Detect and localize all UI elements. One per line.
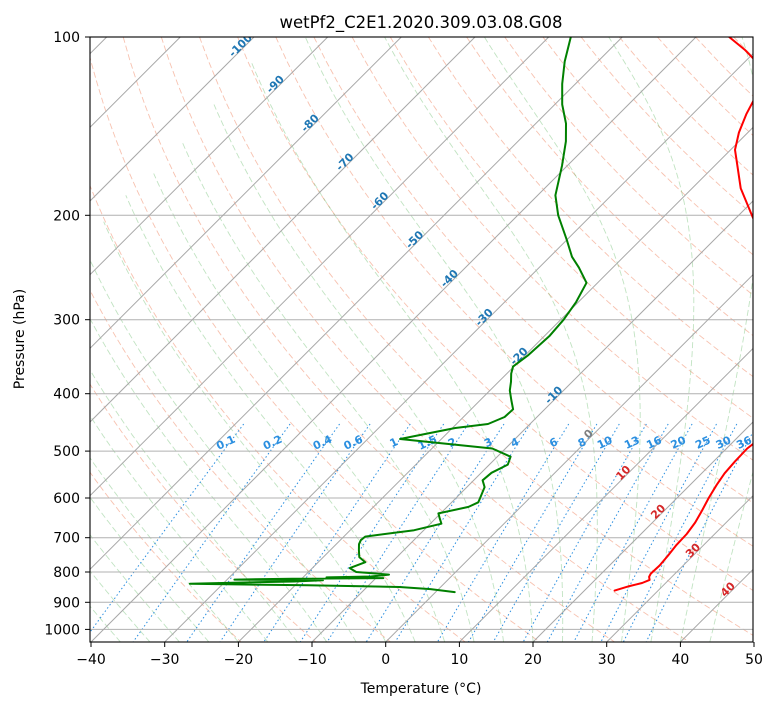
x-tick-label: 50 — [745, 652, 763, 668]
moist-adiabat — [90, 457, 239, 642]
dry-adiabat — [313, 37, 753, 504]
mixing-ratio-label: 16 — [644, 433, 664, 451]
mixing-ratio-line — [546, 423, 669, 642]
x-axis: −40 −30 −20 −10 0 10 20 30 40 50 — [76, 642, 763, 668]
y-tick-label: 900 — [53, 595, 80, 611]
moist-adiabat — [384, 37, 598, 642]
dry-adiabat — [504, 37, 753, 296]
y-tick-label: 500 — [53, 444, 80, 460]
moist-adiabat — [679, 37, 753, 642]
isotherm-gridline — [90, 37, 697, 642]
mixing-ratio-line — [186, 423, 341, 642]
y-tick-label: 400 — [53, 387, 80, 403]
mixing-ratio-line — [365, 423, 505, 642]
moist-adiabat — [304, 37, 564, 642]
x-tick-label: −10 — [297, 652, 327, 668]
isotherm-gridline — [311, 200, 753, 642]
dewpoint-profile — [188, 37, 588, 594]
y-tick-label: 800 — [53, 565, 80, 581]
isotherm-gridline — [238, 126, 753, 642]
moist-adiabat — [90, 570, 151, 642]
moist-adiabat — [90, 258, 357, 642]
moist-adiabat — [250, 61, 534, 642]
moist-adiabat — [90, 317, 328, 642]
x-tick-label: 20 — [524, 652, 542, 668]
isotherm-gridline — [90, 37, 329, 276]
x-tick-label: 40 — [671, 652, 689, 668]
pressure-gridlines — [90, 37, 753, 630]
dry-adiabat — [90, 55, 541, 642]
y-tick-label: 100 — [53, 30, 80, 46]
moist-adiabat — [90, 605, 121, 642]
mixing-ratio-line — [492, 423, 620, 642]
plot-frame — [89, 36, 754, 643]
x-tick-label: 10 — [450, 652, 468, 668]
moist-adiabat — [90, 369, 298, 642]
mixing-ratio-line — [437, 423, 570, 642]
mixing-ratio-label: 20 — [669, 433, 689, 451]
temperature-profile — [613, 37, 753, 592]
y-tick-label: 1000 — [44, 622, 80, 638]
dry-adiabat — [90, 289, 391, 642]
isotherm-gridline — [90, 37, 623, 571]
dry-adiabat — [466, 37, 753, 337]
isotherm-gridline — [90, 37, 550, 497]
x-tick-label: −20 — [224, 652, 254, 668]
chart-title: wetPf2_C2E1.2020.309.03.08.G08 — [279, 13, 562, 33]
dry-adiabat — [90, 471, 242, 642]
y-axis: 100 200 300 400 500 600 700 800 900 1000 — [44, 30, 90, 638]
mixing-ratio-line — [326, 423, 469, 642]
moist-adiabat — [213, 104, 505, 642]
dry-adiabat — [160, 37, 690, 642]
mixing-ratio-line — [600, 423, 717, 642]
moist-adiabat — [608, 37, 695, 642]
x-tick-label: 30 — [598, 652, 616, 668]
x-tick-label: −40 — [76, 652, 106, 668]
y-tick-label: 300 — [53, 313, 80, 329]
moist-adiabat — [125, 195, 416, 642]
y-tick-label: 200 — [53, 208, 80, 224]
moist-adiabat — [484, 37, 641, 642]
sounding-profiles — [188, 37, 753, 594]
mixing-ratio-label: 13 — [622, 434, 641, 452]
dry-adiabats — [90, 37, 753, 642]
x-axis-title: Temperature (°C) — [360, 681, 482, 697]
mixing-ratio-label: 25 — [693, 434, 712, 452]
isotherm-gridline — [606, 494, 753, 642]
x-tick-label: −30 — [150, 652, 180, 668]
dry-adiabat — [122, 37, 615, 642]
mixing-ratio-line — [522, 423, 647, 642]
mixing-ratio-line — [90, 423, 245, 633]
moist-adiabat — [153, 173, 446, 642]
y-tick-label: 700 — [53, 531, 80, 547]
isotherm-gridline — [385, 273, 753, 642]
mixing-ratio-line — [468, 423, 598, 642]
mixing-ratio-line — [645, 430, 753, 642]
isotherm-gridline — [164, 52, 753, 642]
plot-area: 0.1 0.2 0.4 0.6 1 1.5 2 3 4 6 8 10 13 16 20 25 30 36 -100… — [90, 37, 753, 642]
dry-adiabat — [90, 184, 466, 642]
moist-adiabat — [103, 221, 387, 642]
isotherm-gridlines — [90, 37, 753, 642]
dry-adiabat — [275, 37, 753, 547]
dry-adiabat — [90, 383, 316, 642]
dry-adiabat — [237, 37, 753, 591]
isotherm-gridline — [459, 347, 753, 642]
isotherm-gridline — [90, 37, 402, 350]
isotherm-gridline — [532, 421, 753, 642]
mixing-ratio-label: 10 — [595, 433, 615, 451]
mixing-ratio-label: 30 — [714, 433, 734, 451]
x-tick-label: 0 — [381, 652, 390, 668]
mixing-ratio-line — [132, 423, 291, 642]
y-tick-label: 600 — [53, 491, 80, 507]
moist-adiabat — [90, 496, 210, 642]
dry-adiabat — [351, 37, 753, 461]
y-axis-title: Pressure (hPa) — [12, 289, 28, 389]
isotherm-gridline — [90, 37, 255, 202]
isotherm-gridline — [90, 37, 476, 423]
mixing-ratio-line — [394, 423, 531, 642]
